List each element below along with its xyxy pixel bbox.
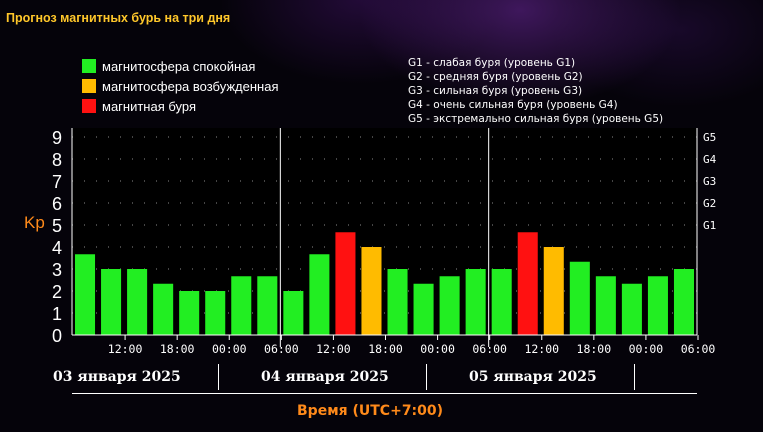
y-tick-label: 2 — [52, 282, 62, 302]
x-tick-label: 00:00 — [420, 342, 455, 356]
y-tick-label: 1 — [52, 304, 62, 324]
x-tick-label: 06:00 — [681, 342, 716, 356]
legend-item-quiet: магнитосфера спокойная — [82, 56, 279, 76]
x-tick-label: 12:00 — [108, 342, 143, 356]
bar — [231, 276, 252, 335]
x-tick-label: 18:00 — [368, 342, 403, 356]
x-tick-label: 06:00 — [264, 342, 299, 356]
page-title: Прогноз магнитных бурь на три дня — [6, 11, 231, 25]
bar — [283, 291, 304, 335]
g-scale-item: G3 - сильная буря (уровень G3) — [408, 85, 583, 97]
legend-swatch-green — [82, 59, 96, 73]
g-scale-legend: G1 - слабая буря (уровень G1) G2 - средн… — [408, 56, 663, 126]
y-tick-label: 6 — [52, 194, 62, 214]
bar — [517, 232, 538, 335]
bar — [101, 269, 122, 335]
x-tick-label: 12:00 — [316, 342, 351, 356]
bar — [569, 261, 590, 335]
legend-swatch-red — [82, 99, 96, 113]
bar — [647, 276, 668, 335]
plot-area — [72, 128, 697, 335]
bar — [257, 276, 278, 335]
bar — [595, 276, 616, 335]
date-separator — [218, 364, 219, 390]
x-axis-label: Время (UTC+7:00) — [297, 403, 444, 419]
legend-label: магнитосфера возбужденная — [102, 78, 279, 94]
bar — [335, 232, 356, 335]
bar — [673, 269, 694, 335]
date-label-day2: 04 января 2025 — [261, 369, 389, 385]
y-tick-label: 0 — [52, 326, 62, 346]
bar — [75, 254, 96, 335]
g-scale-item: G2 - средняя буря (уровень G2) — [408, 71, 583, 83]
bar — [621, 283, 642, 335]
bar — [153, 283, 174, 335]
g-level-label: G1 — [703, 219, 716, 232]
y-axis-label: Kp — [24, 213, 45, 232]
x-tick-label: 00:00 — [629, 342, 664, 356]
y-tick-label: 9 — [52, 128, 62, 148]
bar — [465, 269, 486, 335]
date-label-day1: 03 января 2025 — [53, 369, 181, 385]
bar — [309, 254, 330, 335]
date-label-day3: 05 января 2025 — [469, 369, 597, 385]
g-scale-item: G1 - слабая буря (уровень G1) — [408, 57, 576, 69]
bar — [179, 291, 200, 335]
x-tick-label: 18:00 — [577, 342, 612, 356]
bar — [205, 291, 226, 335]
bar — [413, 283, 434, 335]
date-separator — [426, 364, 427, 390]
bar — [387, 269, 408, 335]
date-divider-line — [72, 393, 697, 394]
x-tick-label: 06:00 — [472, 342, 507, 356]
color-legend: магнитосфера спокойная магнитосфера возб… — [82, 56, 279, 116]
g-level-label: G4 — [703, 153, 717, 166]
legend-label: магнитосфера спокойная — [102, 58, 256, 74]
date-separator — [634, 364, 635, 390]
y-tick-label: 4 — [52, 238, 62, 258]
bar — [361, 247, 382, 335]
x-tick-label: 12:00 — [524, 342, 559, 356]
legend-item-excited: магнитосфера возбужденная — [82, 76, 279, 96]
y-tick-label: 8 — [52, 150, 62, 170]
g-level-label: G5 — [703, 131, 716, 144]
g-scale-item: G5 - экстремально сильная буря (уровень … — [408, 113, 664, 125]
bar — [439, 276, 460, 335]
bar — [491, 269, 512, 335]
y-tick-label: 3 — [52, 260, 62, 280]
y-tick-label: 7 — [52, 172, 62, 192]
x-tick-label: 00:00 — [212, 342, 247, 356]
bar — [127, 269, 148, 335]
legend-swatch-yellow — [82, 79, 96, 93]
g-level-label: G2 — [703, 197, 716, 210]
legend-label: магнитная буря — [102, 98, 197, 114]
x-tick-label: 18:00 — [160, 342, 195, 356]
legend-item-storm: магнитная буря — [82, 96, 279, 116]
bar — [543, 247, 564, 335]
g-level-label: G3 — [703, 175, 716, 188]
g-scale-item: G4 - очень сильная буря (уровень G4) — [408, 99, 618, 111]
y-tick-label: 5 — [52, 216, 62, 236]
